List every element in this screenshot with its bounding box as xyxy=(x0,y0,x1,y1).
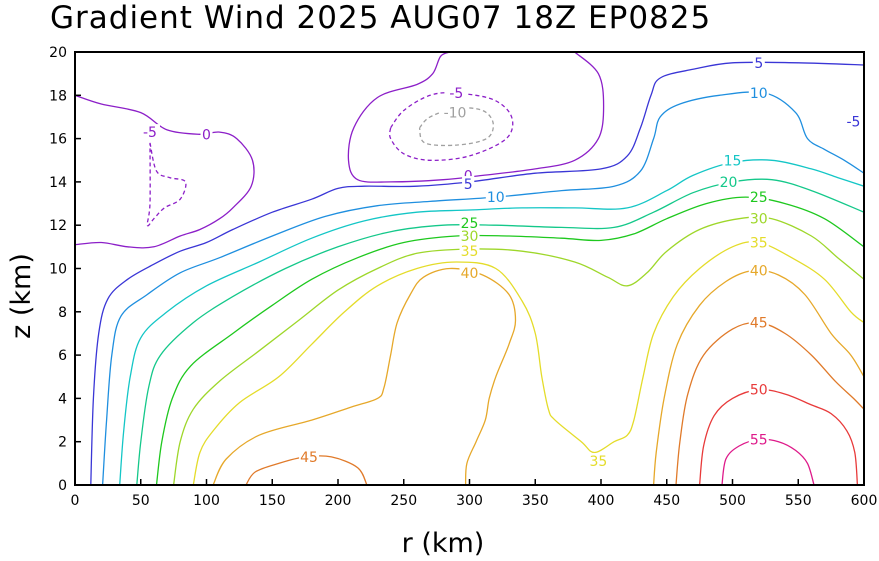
contour-line-35-11 xyxy=(192,241,864,485)
y-tick-label-2: 2 xyxy=(58,435,67,451)
contour-label-bg-22 xyxy=(459,264,480,281)
contour-label-16: 45 xyxy=(750,316,768,332)
contour-label-23: 45 xyxy=(300,450,318,466)
contour-line--5-1 xyxy=(388,92,514,161)
y-tick-label-10: 10 xyxy=(49,262,67,278)
contour-label-5: 5 xyxy=(464,177,473,193)
contour-label-7: 5 xyxy=(754,56,763,72)
contour-label-24: 35 xyxy=(589,454,607,470)
contour-line-45-15 xyxy=(675,321,864,485)
y-tick-label-14: 14 xyxy=(49,175,67,191)
y-tick-label-16: 16 xyxy=(49,132,67,148)
y-axis-label: z (km) xyxy=(6,253,37,339)
y-axis: 0 2 4 6 8 10 12 14 16 18 20 xyxy=(49,45,81,494)
contour-label-10: 15 xyxy=(724,153,742,169)
x-tick-label-50: 50 xyxy=(132,493,150,509)
contour-label-bg-16 xyxy=(748,314,769,331)
contour-label-6: 10 xyxy=(487,190,505,206)
contour-label-bg-0 xyxy=(139,124,160,141)
contour-line-25-9 xyxy=(155,196,864,485)
contour-line-40-12 xyxy=(212,267,517,485)
x-axis: 0 50 100 150 200 250 300 350 400 450 500 550 600 xyxy=(71,479,878,509)
contour-label-bg-14 xyxy=(748,234,769,251)
x-tick-label-150: 150 xyxy=(259,493,286,509)
contour-label-bg-5 xyxy=(462,176,475,193)
x-tick-label-500: 500 xyxy=(719,493,746,509)
x-tick-label-450: 450 xyxy=(653,493,680,509)
contour-label-9: -5 xyxy=(846,114,860,130)
y-tick-label-8: 8 xyxy=(58,305,67,321)
contour-line-50-16 xyxy=(698,388,859,485)
contour-label-3: -10 xyxy=(444,106,467,122)
contour-label-bg-11 xyxy=(718,173,739,190)
contour-label-bg-8 xyxy=(748,85,769,102)
contour-label-21: 35 xyxy=(461,244,479,260)
contour-label-13: 30 xyxy=(750,212,768,228)
contour-line-15-7 xyxy=(119,159,864,485)
contour-label-bg-9 xyxy=(843,113,864,130)
contour-label-bg-20 xyxy=(459,228,480,245)
contour-line-0-4 xyxy=(347,52,605,183)
contour-label-12: 25 xyxy=(750,190,768,206)
x-tick-label-550: 550 xyxy=(785,493,812,509)
x-tick-label-200: 200 xyxy=(325,493,352,509)
contour-label-15: 40 xyxy=(750,264,768,280)
y-tick-label-6: 6 xyxy=(58,348,67,364)
contour-label-1: 0 xyxy=(202,127,211,143)
contour-label-bg-13 xyxy=(748,210,769,227)
contour-line-5-5 xyxy=(90,61,864,485)
contour-label-bg-18 xyxy=(748,431,769,448)
contour-label-bg-24 xyxy=(588,453,609,470)
contour-label-14: 35 xyxy=(750,236,768,252)
contour-line-10-6 xyxy=(101,91,864,485)
x-axis-label: r (km) xyxy=(402,528,485,559)
contour-label-bg-17 xyxy=(748,381,769,398)
contour-label-17: 50 xyxy=(750,383,768,399)
contour-label-18: 55 xyxy=(750,433,768,449)
contour-label-bg-19 xyxy=(459,215,480,232)
contour-label-22: 40 xyxy=(461,266,479,282)
y-tick-label-0: 0 xyxy=(58,478,67,494)
y-tick-label-4: 4 xyxy=(58,391,67,407)
contour-label-2: -5 xyxy=(449,86,463,102)
x-tick-label-300: 300 xyxy=(456,493,483,509)
y-tick-label-20: 20 xyxy=(49,45,67,61)
contour-label-20: 30 xyxy=(461,229,479,245)
x-tick-label-100: 100 xyxy=(193,493,220,509)
contour-line-55-17 xyxy=(721,438,815,485)
x-tick-label-0: 0 xyxy=(71,493,80,509)
x-tick-label-250: 250 xyxy=(390,493,417,509)
contour-label-bg-3 xyxy=(441,104,470,121)
contour-label-8: 10 xyxy=(750,86,768,102)
x-tick-label-350: 350 xyxy=(522,493,549,509)
contour-label-bg-23 xyxy=(299,448,320,465)
contour-labels: -50-5-100510510-515202530354045505525303… xyxy=(139,54,864,470)
contour-label-bg-7 xyxy=(752,54,765,71)
contour-label-bg-12 xyxy=(748,189,769,206)
contour-line--10-0 xyxy=(418,107,494,147)
x-tick-label-400: 400 xyxy=(588,493,615,509)
contour-line-40-13 xyxy=(652,269,864,485)
contour-label-bg-10 xyxy=(722,152,743,169)
contour-label-bg-21 xyxy=(459,243,480,260)
y-tick-label-12: 12 xyxy=(49,218,67,234)
y-tick-label-18: 18 xyxy=(49,88,67,104)
contour-label-bg-2 xyxy=(446,85,467,102)
chart-title: Gradient Wind 2025 AUG07 18Z EP0825 xyxy=(50,0,711,36)
contour-label-bg-1 xyxy=(200,126,213,143)
contour-label-bg-6 xyxy=(485,189,506,206)
contour-line--5-2 xyxy=(146,142,187,227)
contour-label-11: 20 xyxy=(720,175,738,191)
x-tick-label-600: 600 xyxy=(851,493,878,509)
contour-line-0-3 xyxy=(75,94,255,249)
contour-label-0: -5 xyxy=(143,125,157,141)
contour-label-bg-15 xyxy=(748,262,769,279)
